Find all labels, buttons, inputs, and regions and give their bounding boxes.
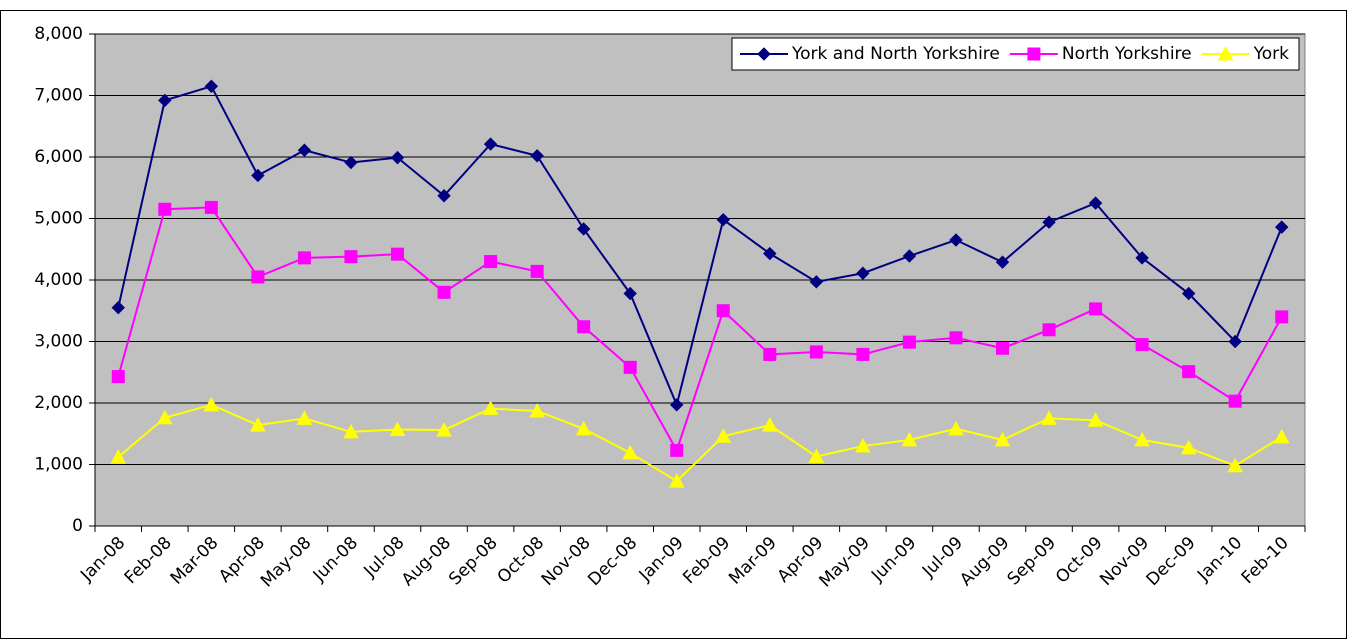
data-point (1042, 323, 1056, 337)
data-point (623, 360, 637, 374)
data-point (576, 222, 591, 236)
data-point (808, 448, 825, 464)
data-point (1275, 310, 1289, 324)
data-point (344, 250, 358, 264)
data-point (949, 331, 963, 345)
data-point (809, 275, 824, 289)
data-point (761, 417, 778, 432)
data-point (158, 202, 172, 216)
data-point (577, 320, 591, 334)
legend-label: North Yorkshire (1062, 44, 1192, 64)
legend-marker (1027, 47, 1041, 61)
data-point (344, 155, 358, 170)
data-point (948, 420, 964, 436)
data-point (1135, 251, 1149, 265)
y-tick-label: 2,000 (34, 393, 83, 413)
legend-label: York (1253, 44, 1290, 64)
data-point (297, 143, 312, 157)
data-point (251, 270, 265, 284)
series-line (117, 206, 1283, 453)
data-point (203, 396, 220, 412)
data-point (389, 421, 406, 436)
data-point (1228, 394, 1242, 408)
data-point (204, 200, 218, 214)
data-point (343, 423, 359, 439)
data-point (670, 398, 684, 412)
legend: York and North Yorkshire North Yorkshire Y… (731, 37, 1300, 71)
data-point (856, 266, 870, 280)
data-point (1089, 302, 1103, 316)
data-point (622, 444, 639, 460)
data-point (296, 410, 313, 425)
data-point (111, 370, 125, 384)
data-point (855, 437, 871, 453)
data-point (949, 233, 963, 247)
data-point (809, 345, 823, 359)
data-point (763, 246, 777, 261)
data-point (1181, 286, 1196, 301)
y-tick-label: 4,000 (34, 270, 83, 290)
data-point (1042, 215, 1056, 229)
data-point (483, 137, 498, 151)
y-tick-label: 7,000 (34, 86, 83, 106)
data-point (111, 300, 125, 315)
series-line (117, 85, 1283, 409)
data-point (529, 402, 545, 418)
data-point (623, 286, 637, 301)
data-point (297, 251, 311, 265)
data-point (250, 417, 266, 432)
data-point (437, 189, 451, 203)
y-tick-label: 1,000 (34, 455, 83, 475)
legend-label: York and North Yorkshire (791, 44, 1000, 64)
data-point (251, 168, 265, 183)
data-point (1087, 412, 1104, 427)
data-point (204, 79, 219, 93)
data-point (763, 347, 777, 361)
data-point (482, 400, 499, 416)
data-point (1227, 457, 1244, 473)
data-point (1134, 431, 1150, 447)
data-point (1275, 220, 1289, 234)
data-point (716, 213, 730, 227)
data-point (901, 431, 918, 447)
legend-marker (757, 47, 771, 61)
data-point (996, 341, 1009, 355)
data-point (437, 285, 451, 299)
data-point (1273, 428, 1290, 444)
data-point (1135, 338, 1149, 352)
data-point (530, 149, 544, 163)
data-point (670, 443, 684, 457)
y-tick-label: 0 (72, 516, 83, 536)
data-point (856, 347, 870, 361)
y-tick-label: 6,000 (34, 147, 83, 167)
data-point (110, 449, 127, 464)
data-point (530, 264, 544, 278)
data-point (668, 473, 685, 488)
y-tick-label: 5,000 (34, 209, 83, 229)
data-point (436, 422, 452, 437)
series-line (117, 403, 1283, 483)
legend-marker (1217, 45, 1234, 61)
data-point (1182, 365, 1196, 379)
data-point (158, 93, 172, 108)
data-point (156, 409, 173, 425)
data-point (1228, 334, 1242, 349)
data-point (902, 249, 917, 263)
data-point (995, 255, 1010, 269)
data-point (391, 247, 404, 261)
data-point (484, 255, 498, 269)
data-point (575, 420, 592, 436)
y-tick-label: 3,000 (34, 332, 83, 352)
y-tick-label: 8,000 (34, 24, 83, 44)
data-point (902, 335, 916, 349)
data-point (994, 431, 1011, 447)
data-point (1088, 196, 1103, 210)
data-point (715, 428, 732, 443)
data-point (1041, 410, 1057, 425)
data-point (716, 304, 730, 318)
data-point (1180, 439, 1197, 455)
data-point (390, 150, 405, 165)
